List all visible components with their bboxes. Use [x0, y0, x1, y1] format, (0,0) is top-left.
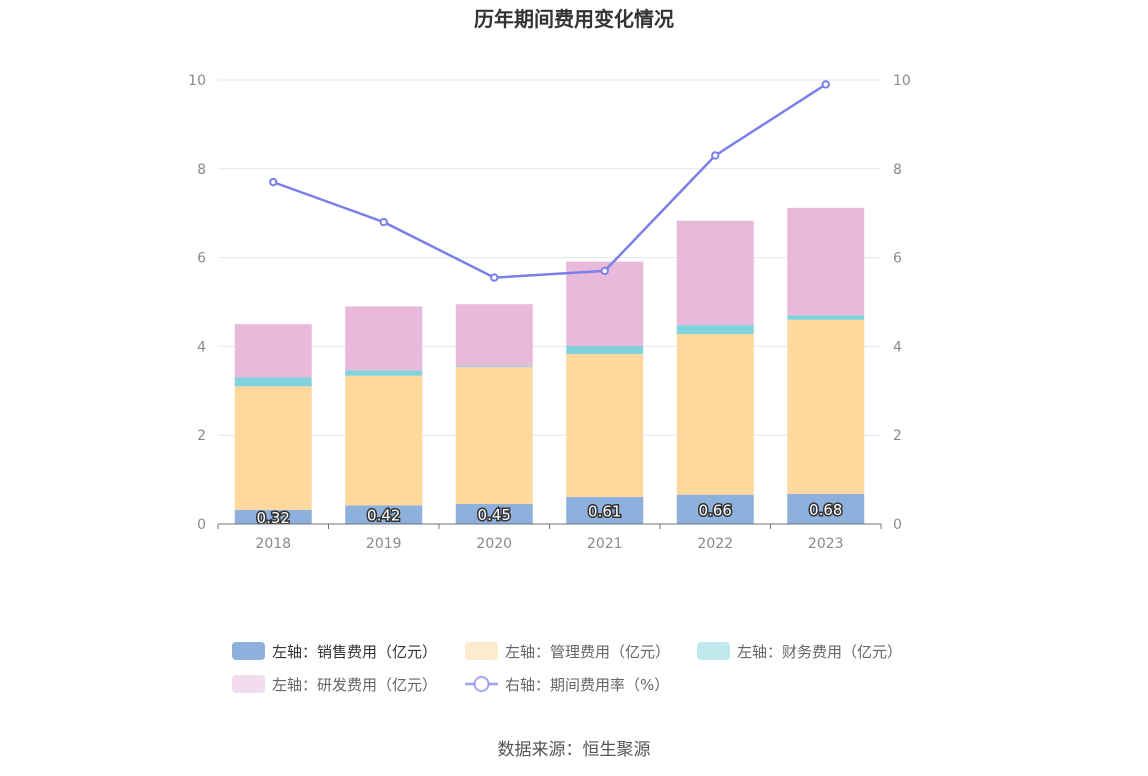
bar-3-2021	[566, 261, 644, 346]
chart-title: 历年期间费用变化情况	[474, 7, 674, 31]
bar-1-2023	[787, 319, 865, 494]
bar-0-2020	[455, 504, 533, 524]
rate-line	[269, 80, 830, 282]
bar-3-2023	[787, 207, 865, 316]
rate-point-2022	[711, 151, 720, 160]
data-label: 0.68	[809, 501, 842, 519]
data-label: 0.66	[699, 501, 732, 519]
bar-1-2018	[234, 386, 312, 510]
bar-0-2022	[676, 494, 754, 524]
x-tick-label: 2019	[366, 536, 402, 552]
rate-point-2021	[600, 266, 609, 276]
left-tick-label: 0	[197, 517, 206, 533]
bar-2-2021	[566, 345, 644, 354]
bar-3-2019	[345, 306, 423, 371]
bar-3-2018	[234, 324, 312, 378]
legend-swatch-0	[232, 642, 265, 660]
grid	[218, 79, 881, 436]
bar-2-2019	[345, 370, 423, 376]
bar-3-2022	[676, 220, 754, 326]
x-tick-label: 2022	[697, 536, 733, 552]
bar-0-2019	[345, 505, 423, 524]
legend-label-0: 左轴：销售费用（亿元）	[272, 643, 437, 661]
bar-2-2022	[676, 325, 754, 334]
bar-2-2018	[234, 377, 312, 387]
x-tick-label: 2023	[808, 536, 844, 552]
legend-label-3: 左轴：研发费用（亿元）	[272, 676, 437, 694]
left-tick-label: 10	[188, 73, 206, 89]
rate-point-2023	[821, 80, 830, 89]
right-tick-label: 4	[893, 339, 902, 355]
legend-swatch-2	[697, 642, 730, 660]
legend: 左轴：销售费用（亿元） 左轴：管理费用（亿元） 左轴：财务费用（亿元） 左轴：研发费用…	[232, 642, 902, 694]
rate-line-path	[272, 83, 827, 279]
source-note: 数据来源：恒生聚源	[498, 740, 651, 760]
bar-2-2023	[787, 315, 865, 320]
legend-swatch-1	[465, 642, 498, 660]
right-tick-label: 0	[893, 517, 902, 533]
axes: 0 2 4 6 8 10 0 2 4 6 8 10 2018 2019 2020 2021 2022 2023	[188, 73, 911, 552]
legend-label-2: 左轴：财务费用（亿元）	[737, 643, 902, 661]
left-tick-label: 2	[197, 428, 206, 444]
right-tick-label: 2	[893, 428, 902, 444]
x-tick-label: 2020	[476, 536, 512, 552]
bar-2-2020	[455, 366, 533, 368]
data-label: 0.61	[588, 502, 621, 520]
legend-line-marker	[473, 676, 490, 692]
x-tick-label: 2021	[587, 536, 623, 552]
rate-point-2018	[269, 177, 278, 187]
data-label: 0.32	[257, 509, 290, 527]
right-tick-label: 8	[893, 162, 902, 178]
left-tick-label: 8	[197, 162, 206, 178]
bar-3-2020	[455, 304, 533, 367]
bars	[234, 207, 865, 524]
x-tick-label: 2018	[255, 536, 291, 552]
bar-1-2019	[345, 375, 423, 506]
right-tick-label: 6	[893, 251, 902, 267]
right-tick-label: 10	[893, 73, 911, 89]
rate-point-2020	[490, 273, 499, 282]
legend-label-4: 右轴：期间费用率（%）	[505, 676, 669, 694]
legend-label-1: 左轴：管理费用（亿元）	[505, 643, 670, 661]
legend-swatch-3	[232, 675, 265, 693]
left-tick-label: 4	[197, 339, 206, 355]
bar-0-2023	[787, 493, 865, 524]
data-labels: 0.32 0.42 0.45 0.61 0.66 0.68	[255, 499, 844, 528]
left-tick-label: 6	[197, 251, 206, 267]
bar-1-2020	[455, 367, 533, 505]
bar-0-2018	[234, 509, 312, 524]
data-label: 0.45	[478, 506, 511, 524]
data-label: 0.42	[367, 507, 400, 525]
bar-1-2022	[676, 333, 754, 495]
bar-0-2021	[566, 496, 644, 524]
rate-point-2019	[379, 217, 388, 227]
bar-1-2021	[566, 353, 644, 497]
